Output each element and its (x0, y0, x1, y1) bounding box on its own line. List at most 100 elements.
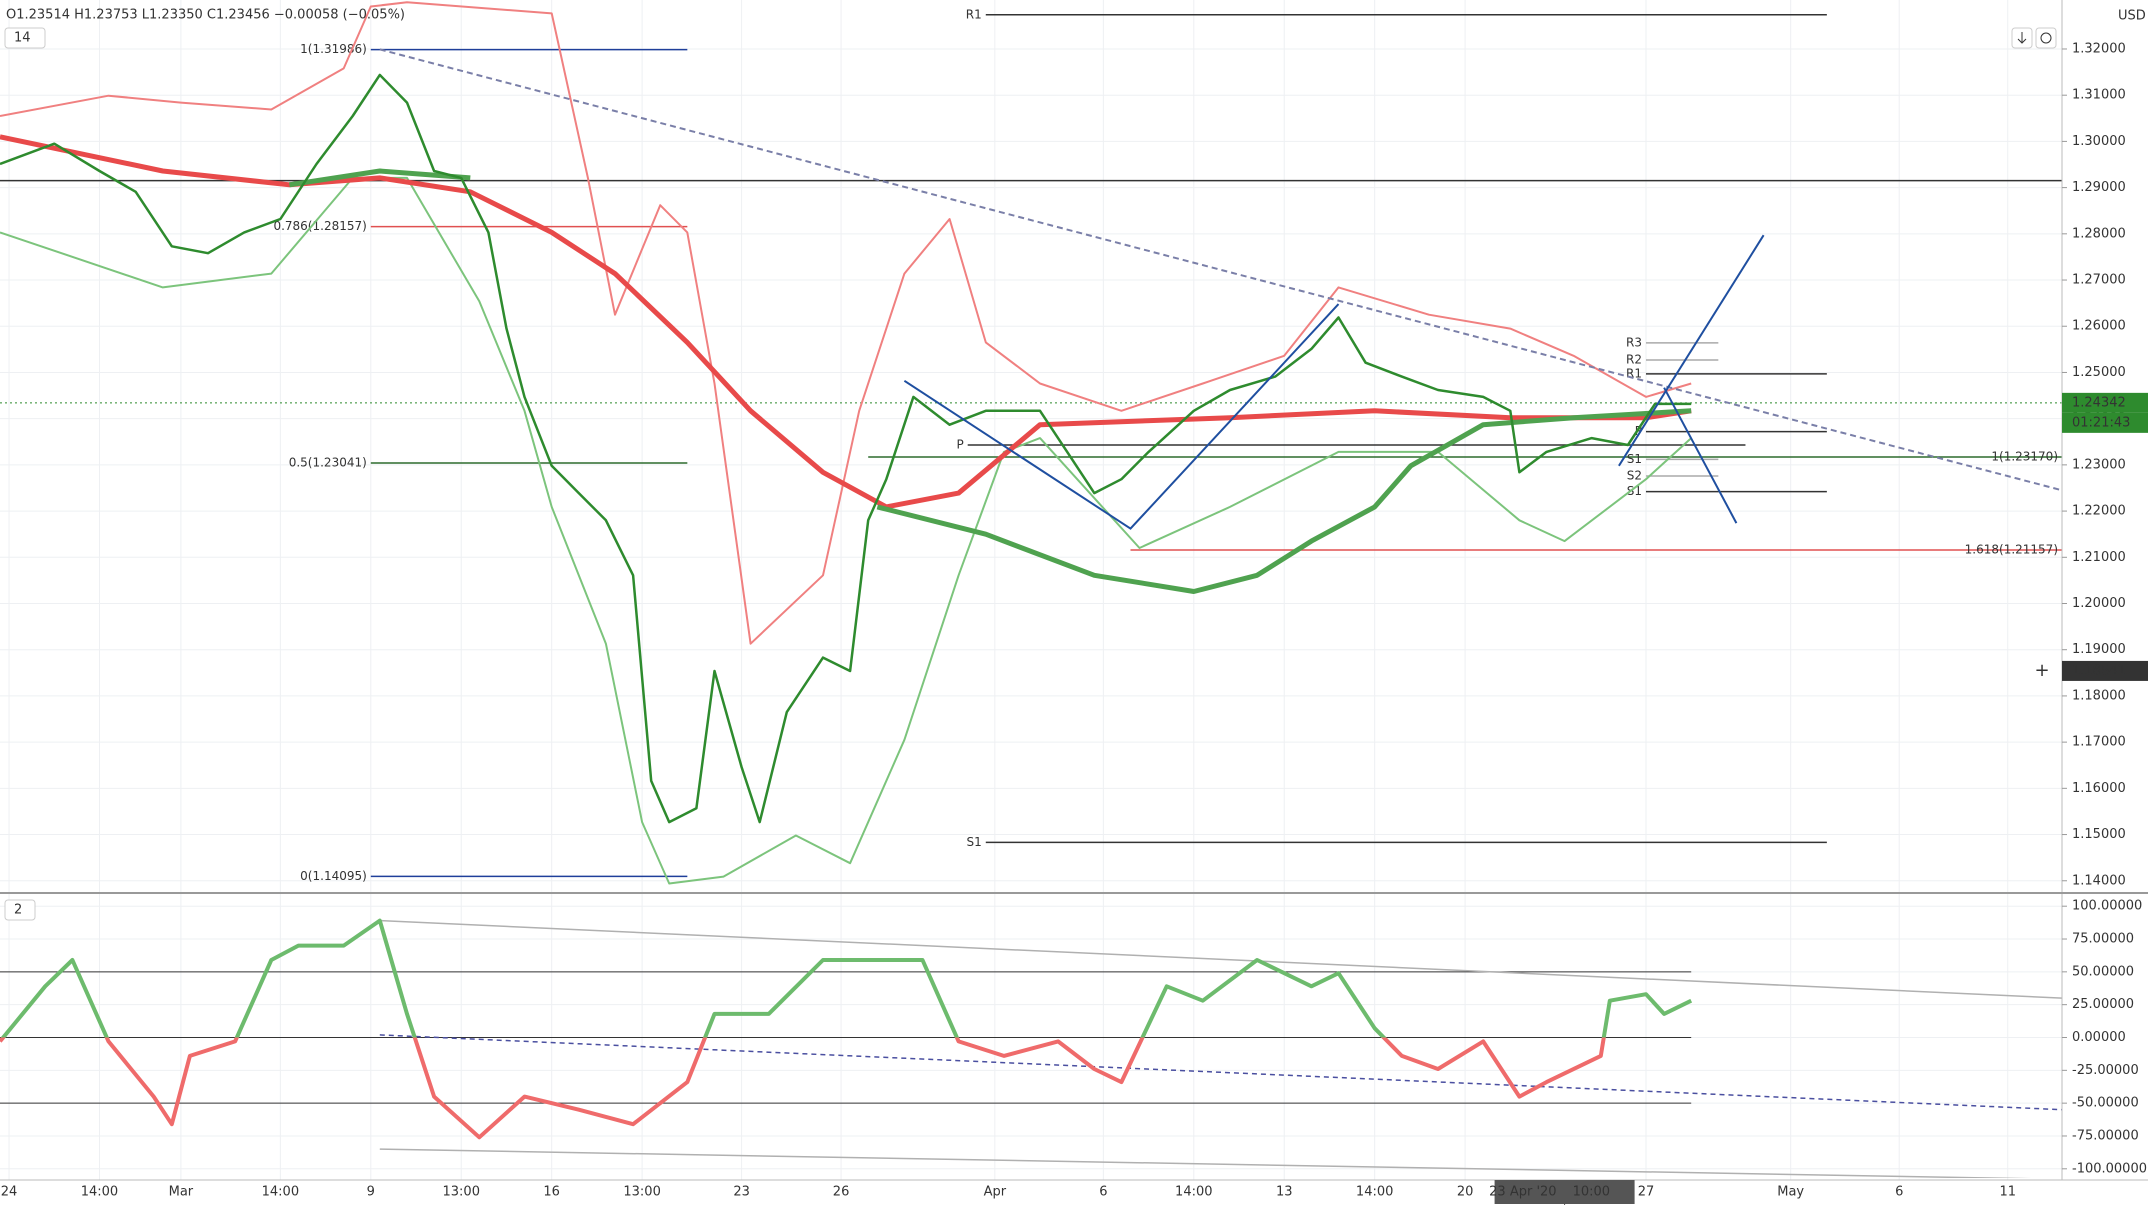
oscillator-label[interactable]: 2 (14, 903, 22, 918)
y-tick-label: 1.22000 (2072, 504, 2126, 519)
x-tick-label: 26 (833, 1185, 850, 1200)
crosshair-price-label: 1.18541 (2072, 663, 2126, 678)
grid (0, 0, 2062, 1180)
indicator-label[interactable]: 14 (14, 31, 31, 46)
crosshair-plus: + (2034, 660, 2049, 681)
y-tick-label: 1.19000 (2072, 642, 2126, 657)
y-tick-label: 75.00000 (2072, 932, 2134, 947)
y-tick-label: 1.14000 (2072, 873, 2126, 888)
x-tick-label: 16 (543, 1185, 560, 1200)
y-tick-label: 1.28000 (2072, 226, 2126, 241)
y-tick-label: 1.31000 (2072, 88, 2126, 103)
oscillator-line (0, 1037, 1606, 1140)
x-tick-label: 14:00 (262, 1185, 299, 1200)
level-label: R1 (966, 7, 982, 21)
y-tick-label: -25.00000 (2072, 1063, 2139, 1078)
x-tick-label: May (1777, 1185, 1804, 1200)
y-tick-label: 1.26000 (2072, 319, 2126, 334)
y-tick-label: -50.00000 (2072, 1096, 2139, 1111)
level-label: S1 (967, 835, 982, 849)
x-tick-label: Apr (984, 1185, 1007, 1200)
level-label: R1 (1626, 366, 1642, 380)
trend-line (379, 1148, 2032, 1178)
level-label: 0(1.14095) (300, 869, 367, 883)
y-tick-label: 1.15000 (2072, 827, 2126, 842)
level-label: 0.5(1.23041) (289, 455, 367, 469)
y-tick-label: 100.00000 (2072, 899, 2142, 914)
level-label: R2 (1626, 352, 1642, 366)
oscillator-panel (0, 918, 2062, 1178)
x-tick-label: 14:00 (81, 1185, 118, 1200)
last-price-tag (2062, 392, 2148, 413)
crosshair-date-tag (1494, 1180, 1635, 1204)
trend-line (903, 303, 1340, 530)
y-tick-label: 1.20000 (2072, 596, 2126, 611)
level-label: 1(1.31986) (300, 42, 367, 56)
refresh-icon[interactable] (2040, 32, 2052, 44)
x-tick-label: 6 (1895, 1185, 1903, 1200)
ohlc-header: O1.23514 H1.23753 L1.23350 C1.23456 −0.0… (6, 8, 405, 23)
level-label: R3 (1626, 335, 1642, 349)
x-tick-label: 13:00 (443, 1185, 480, 1200)
countdown-label: 01:21:43 (2072, 415, 2130, 430)
level-label: 1(1.23170) (1991, 450, 2058, 464)
last-price-label: 1.24342 (2072, 395, 2126, 410)
level-label: P (956, 438, 963, 452)
x-tick-label: Mar (169, 1185, 194, 1200)
y-tick-label: 1.25000 (2072, 365, 2126, 380)
currency-label: USD (2118, 9, 2146, 24)
y-tick-label: 1.27000 (2072, 273, 2126, 288)
price-line (289, 168, 1692, 594)
trend-line (379, 1034, 2062, 1111)
y-tick-label: -100.00000 (2072, 1161, 2147, 1176)
y-tick-label: 50.00000 (2072, 964, 2134, 979)
level-label: 1.618(1.21157) (1965, 543, 2058, 557)
price-line (0, 73, 1692, 824)
price-panel: 1(1.31986) 0.786(1.28157) 0.5(1.23041) 0(1.… (0, 1, 2062, 885)
x-tick-label: 24 (1, 1185, 18, 1200)
y-tick-label: 1.16000 (2072, 781, 2126, 796)
trend-line (1618, 234, 1765, 467)
x-tick-label: 23 (733, 1185, 750, 1200)
price-line (0, 134, 1692, 510)
countdown-tag (2062, 412, 2148, 433)
x-tick-label: 20 (1457, 1185, 1474, 1200)
x-tick-label: 14:00 (1175, 1185, 1212, 1200)
crosshair-price-tag (2062, 660, 2148, 681)
oscillator-line (0, 918, 1693, 1038)
y-tick-label: 1.21000 (2072, 550, 2126, 565)
crosshair-time: 10:00 (1573, 1185, 1610, 1200)
y-tick-label: 1.29000 (2072, 180, 2126, 195)
trend-line (379, 919, 2062, 999)
level-label: S2 (1627, 468, 1642, 482)
y-tick-label: 25.00000 (2072, 997, 2134, 1012)
y-tick-label: 1.23000 (2072, 457, 2126, 472)
download-icon[interactable] (2017, 32, 2027, 44)
oscillator-button[interactable] (4, 899, 36, 921)
axes: 24 14:00 Mar 14:00 9 13:00 16 13:00 23 26 Apr 6 14:0… (1, 41, 2148, 1205)
x-tick-label: 13:00 (623, 1185, 660, 1200)
indicator-button[interactable] (4, 27, 46, 49)
y-tick-label: 1.18000 (2072, 688, 2126, 703)
x-tick-label: 9 (367, 1185, 375, 1200)
x-tick-label: 11 (1999, 1185, 2016, 1200)
y-tick-label: 0.00000 (2072, 1030, 2126, 1045)
trend-line (1663, 387, 1738, 524)
crosshair-date: 23 Apr '20 (1489, 1185, 1556, 1200)
y-tick-label: 1.30000 (2072, 134, 2126, 149)
level-label: 0.786(1.28157) (273, 219, 366, 233)
refresh-button[interactable] (2035, 27, 2057, 49)
x-tick-label: 27 (1638, 1185, 1655, 1200)
price-line (0, 1, 1692, 645)
level-label: S1 (1627, 484, 1642, 498)
y-tick-label: 1.32000 (2072, 41, 2126, 56)
y-tick-label: 1.17000 (2072, 735, 2126, 750)
x-tick-label: 6 (1099, 1185, 1107, 1200)
price-line (0, 176, 1692, 885)
x-tick-label: 14:00 (1356, 1185, 1393, 1200)
x-tick-label: 13 (1276, 1185, 1293, 1200)
level-label: S1 (1627, 452, 1642, 466)
